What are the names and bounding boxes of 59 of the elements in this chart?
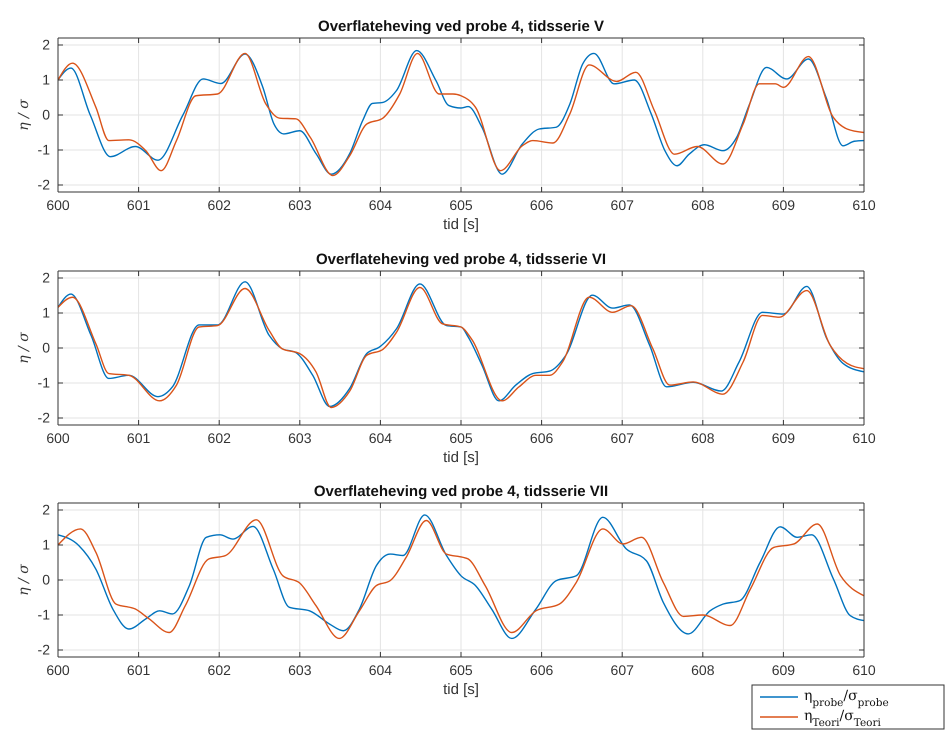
x-tick-label: 602 xyxy=(208,196,232,213)
x-tick-label: 600 xyxy=(46,430,70,446)
x-tick-label: 605 xyxy=(449,196,473,213)
x-tick-label: 600 xyxy=(46,662,70,678)
y-axis-title: η / σ xyxy=(16,98,32,131)
x-tick-label: 610 xyxy=(852,662,876,678)
chart-title: Overflateheving ved probe 4, tidsserie VI xyxy=(316,251,606,268)
x-tick-label: 601 xyxy=(126,430,150,446)
y-tick-label: 1 xyxy=(42,536,50,552)
y-tick-label: 2 xyxy=(42,36,50,52)
x-axis-title: tid [s] xyxy=(443,449,479,466)
x-tick-label: 610 xyxy=(852,430,876,446)
x-tick-label: 605 xyxy=(449,662,473,678)
x-tick-label: 610 xyxy=(852,196,876,213)
x-tick-label: 607 xyxy=(610,662,634,678)
x-tick-label: 607 xyxy=(610,430,634,446)
x-tick-label: 604 xyxy=(368,662,392,678)
x-tick-label: 605 xyxy=(449,430,473,446)
x-tick-label: 603 xyxy=(288,662,312,678)
y-tick-label: 0 xyxy=(42,339,50,356)
y-tick-label: -2 xyxy=(38,176,50,192)
x-tick-label: 602 xyxy=(208,430,232,446)
legend-label: η$_{probe}$/σ$_{probe}$ xyxy=(804,688,889,709)
x-axis-title: tid [s] xyxy=(443,216,479,233)
x-tick-label: 608 xyxy=(691,430,715,446)
x-tick-label: 604 xyxy=(368,430,392,446)
y-axis-title: η / σ xyxy=(16,332,32,364)
x-tick-label: 603 xyxy=(288,196,312,213)
y-tick-label: 1 xyxy=(42,71,50,88)
y-tick-label: -1 xyxy=(38,374,50,390)
x-tick-label: 604 xyxy=(368,196,392,213)
x-tick-label: 606 xyxy=(530,430,554,446)
x-tick-label: 606 xyxy=(530,196,554,213)
x-tick-label: 608 xyxy=(691,662,715,678)
x-axis-title: tid [s] xyxy=(443,681,479,698)
y-tick-label: 2 xyxy=(42,269,50,286)
x-tick-label: 603 xyxy=(288,430,312,446)
x-tick-label: 600 xyxy=(46,196,70,213)
x-tick-label: 606 xyxy=(530,662,554,678)
chart-title: Overflateheving ved probe 4, tidsserie V xyxy=(318,18,604,35)
y-tick-label: 0 xyxy=(42,106,50,122)
y-tick-label: 1 xyxy=(42,304,50,320)
y-tick-label: -1 xyxy=(38,606,50,622)
x-tick-label: 601 xyxy=(126,196,150,213)
x-tick-label: 609 xyxy=(772,196,796,213)
x-tick-label: 608 xyxy=(691,196,715,213)
legend-label: η$_{Teori}$/σ$_{Teori}$ xyxy=(804,708,882,729)
y-tick-label: 2 xyxy=(42,501,50,518)
x-tick-label: 607 xyxy=(610,196,634,213)
x-tick-label: 609 xyxy=(772,430,796,446)
chart-title: Overflateheving ved probe 4, tidsserie VII xyxy=(314,483,608,500)
x-tick-label: 601 xyxy=(126,662,150,678)
x-tick-label: 609 xyxy=(772,662,796,678)
y-tick-label: -2 xyxy=(38,641,50,658)
y-tick-label: 0 xyxy=(42,571,50,588)
y-axis-title: η / σ xyxy=(16,564,32,596)
y-tick-label: -1 xyxy=(38,141,50,158)
y-tick-label: -2 xyxy=(38,409,50,426)
x-tick-label: 602 xyxy=(208,662,232,678)
